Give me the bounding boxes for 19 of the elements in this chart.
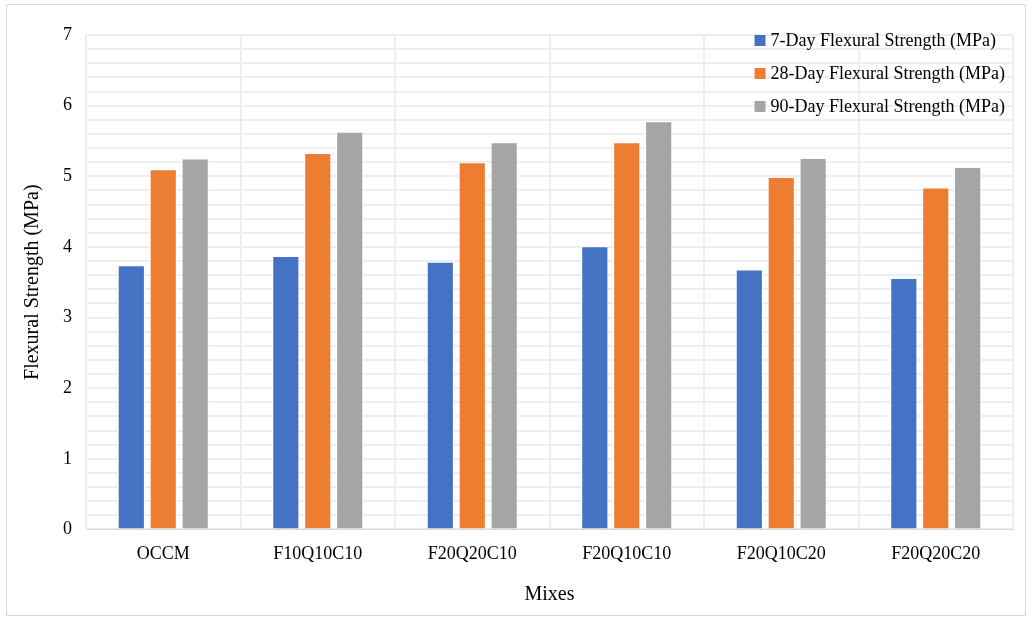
- legend-label: 7-Day Flexural Strength (MPa): [770, 29, 997, 51]
- x-tick-label: F20Q20C20: [891, 542, 981, 563]
- x-tick-label: OCCM: [136, 542, 190, 563]
- y-tick-label: 2: [63, 376, 72, 397]
- y-axis-title: Flexural Strength (MPa): [20, 184, 44, 380]
- y-tick-label: 5: [63, 164, 72, 185]
- y-tick-label: 1: [63, 447, 72, 468]
- x-tick-label: F20Q20C10: [427, 542, 517, 563]
- x-tick-label: F20Q10C20: [736, 542, 826, 563]
- x-tick-label: F20Q10C10: [582, 542, 672, 563]
- x-axis-title: Mixes: [524, 582, 575, 605]
- y-tick-label: 4: [63, 235, 72, 256]
- y-tick-label: 0: [63, 518, 72, 539]
- y-tick-label: 6: [63, 94, 72, 115]
- legend-label: 28-Day Flexural Strength (MPa): [770, 62, 1006, 84]
- x-tick-label: F10Q10C10: [273, 542, 363, 563]
- y-tick-label: 3: [63, 306, 72, 327]
- y-tick-label: 7: [63, 23, 72, 44]
- legend-label: 90-Day Flexural Strength (MPa): [770, 95, 1006, 117]
